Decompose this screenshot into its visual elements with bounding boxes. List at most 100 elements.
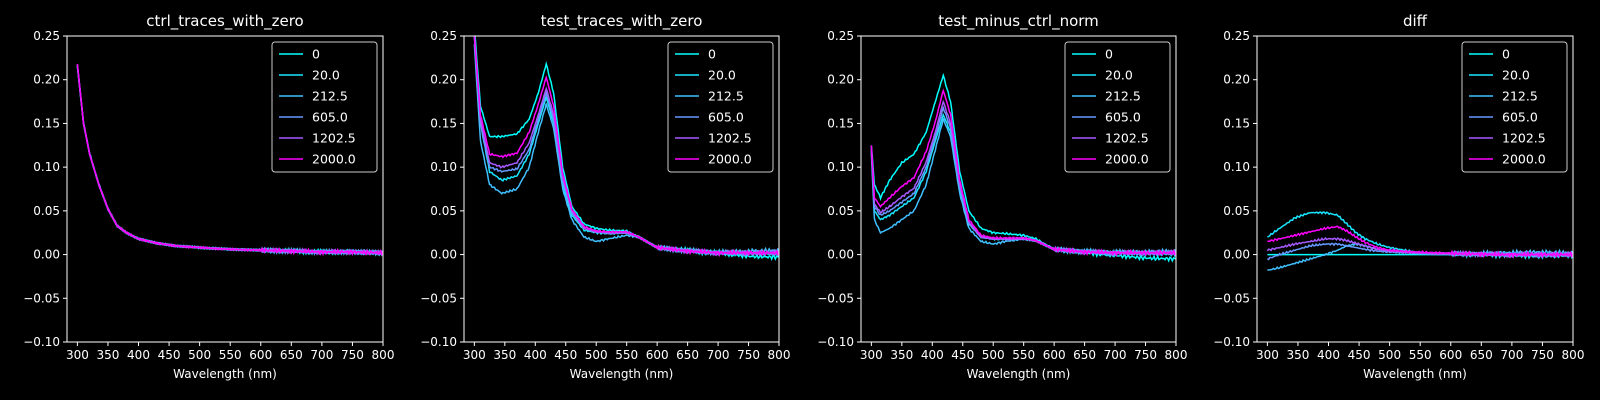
- legend-entry: 0: [1502, 47, 1510, 62]
- y-tick-label: 0.00: [33, 248, 60, 262]
- y-tick-label: 0.00: [1223, 248, 1250, 262]
- series-group: [1266, 211, 1573, 271]
- y-tick-label: 0.05: [430, 204, 457, 218]
- series-group: [473, 36, 779, 262]
- series-line-2000-0: [1267, 225, 1573, 259]
- x-tick-label: 500: [585, 348, 608, 362]
- series-group: [76, 63, 383, 257]
- x-axis-label: Wavelength (nm): [1363, 367, 1467, 381]
- x-tick-label: 800: [372, 348, 395, 362]
- x-tick-label: 650: [1073, 348, 1096, 362]
- series-line-2000-0: [473, 36, 779, 258]
- y-tick-label: −0.10: [23, 335, 60, 349]
- y-tick-label: 0.25: [430, 29, 457, 43]
- legend-entry: 0: [708, 47, 716, 62]
- legend-entry: 605.0: [1502, 110, 1538, 125]
- x-tick-label: 800: [768, 348, 791, 362]
- plot-frame: [463, 35, 780, 343]
- plot-frame: [860, 35, 1177, 343]
- legend-entry: 1202.5: [312, 131, 356, 146]
- y-tick-label: 0.25: [1223, 29, 1250, 43]
- y-tick-label: 0.25: [33, 29, 60, 43]
- x-tick-label: 300: [463, 348, 486, 362]
- legend-entry: 212.5: [312, 89, 348, 104]
- y-tick-label: 0.05: [1223, 204, 1250, 218]
- legend-entry: 605.0: [708, 110, 744, 125]
- chart-title: diff: [1403, 12, 1428, 30]
- chart-title: ctrl_traces_with_zero: [146, 12, 303, 31]
- chart-panel-1: ctrl_traces_with_zero 300 350 400 450 500 550 6…: [23, 12, 394, 381]
- x-tick-label: 700: [1500, 348, 1523, 362]
- legend-entry: 20.0: [1105, 68, 1133, 83]
- x-tick-label: 500: [982, 348, 1005, 362]
- x-tick-label: 700: [310, 348, 333, 362]
- y-tick-label: −0.05: [1213, 291, 1250, 305]
- chart-title: test_traces_with_zero: [541, 12, 703, 31]
- series-line-1202-5: [870, 99, 1176, 257]
- x-tick-label: 300: [1256, 348, 1279, 362]
- x-tick-label: 450: [554, 348, 577, 362]
- legend: 0 20.0 212.5 605.0 1202.5 2000.0: [271, 41, 378, 173]
- x-tick-label: 350: [96, 348, 119, 362]
- x-tick-label: 350: [890, 348, 913, 362]
- x-tick-label: 750: [1134, 348, 1157, 362]
- x-tick-label: 550: [1409, 348, 1432, 362]
- y-tick-label: 0.10: [1223, 160, 1250, 174]
- y-tick-label: 0.10: [827, 160, 854, 174]
- y-tick-label: −0.05: [23, 291, 60, 305]
- x-tick-label: 550: [1012, 348, 1035, 362]
- x-tick-label: 450: [1348, 348, 1371, 362]
- legend-entry: 2000.0: [1105, 152, 1149, 167]
- y-tick-label: 0.15: [33, 116, 60, 130]
- y-tick-label: 0.10: [430, 160, 457, 174]
- series-group: [870, 72, 1176, 263]
- x-tick-label: 550: [219, 348, 242, 362]
- y-tick-label: −0.05: [817, 291, 854, 305]
- x-tick-label: 500: [1378, 348, 1401, 362]
- legend-entry: 2000.0: [1502, 152, 1546, 167]
- legend-entry: 20.0: [708, 68, 736, 83]
- legend-entry: 2000.0: [708, 152, 752, 167]
- y-tick-label: −0.10: [420, 335, 457, 349]
- legend-entry: 212.5: [708, 89, 744, 104]
- x-tick-label: 400: [921, 348, 944, 362]
- x-tick-label: 600: [1439, 348, 1462, 362]
- x-tick-label: 650: [676, 348, 699, 362]
- x-tick-label: 750: [341, 348, 364, 362]
- x-tick-label: 400: [127, 348, 150, 362]
- plot-frame: [1256, 35, 1574, 343]
- legend-entry: 2000.0: [312, 152, 356, 167]
- series-line-2000-0: [870, 88, 1176, 258]
- x-tick-label: 750: [1531, 348, 1554, 362]
- legend: 0 20.0 212.5 605.0 1202.5 2000.0: [1461, 41, 1568, 173]
- x-tick-label: 800: [1562, 348, 1585, 362]
- series-line-1202-5: [473, 36, 779, 257]
- y-tick-label: 0.15: [1223, 116, 1250, 130]
- x-tick-label: 550: [615, 348, 638, 362]
- legend: 0 20.0 212.5 605.0 1202.5 2000.0: [1064, 41, 1171, 173]
- y-tick-label: 0.10: [33, 160, 60, 174]
- legend-entry: 1202.5: [708, 131, 752, 146]
- legend-entry: 605.0: [1105, 110, 1141, 125]
- legend-entry: 0: [1105, 47, 1113, 62]
- y-tick-label: 0.15: [430, 116, 457, 130]
- y-tick-label: 0.15: [827, 116, 854, 130]
- x-tick-label: 750: [737, 348, 760, 362]
- legend-entry: 1202.5: [1105, 131, 1149, 146]
- x-tick-label: 700: [707, 348, 730, 362]
- y-tick-label: 0.25: [827, 29, 854, 43]
- x-tick-label: 650: [1470, 348, 1493, 362]
- y-tick-label: 0.20: [430, 73, 457, 87]
- legend-entry: 20.0: [312, 68, 340, 83]
- legend-entry: 212.5: [1502, 89, 1538, 104]
- y-tick-label: −0.10: [1213, 335, 1250, 349]
- legend-entry: 0: [312, 47, 320, 62]
- chart-panel-4: diff 300 350 400 450 500 550 600 650 700 750 800 −0.…: [1213, 12, 1584, 381]
- chart-panel-3: test_minus_ctrl_norm 300 350 400 450 500 550 60…: [817, 12, 1187, 381]
- y-tick-label: 0.05: [827, 204, 854, 218]
- legend-entry: 605.0: [312, 110, 348, 125]
- y-tick-label: −0.10: [817, 335, 854, 349]
- x-tick-label: 600: [249, 348, 272, 362]
- y-tick-label: −0.05: [420, 291, 457, 305]
